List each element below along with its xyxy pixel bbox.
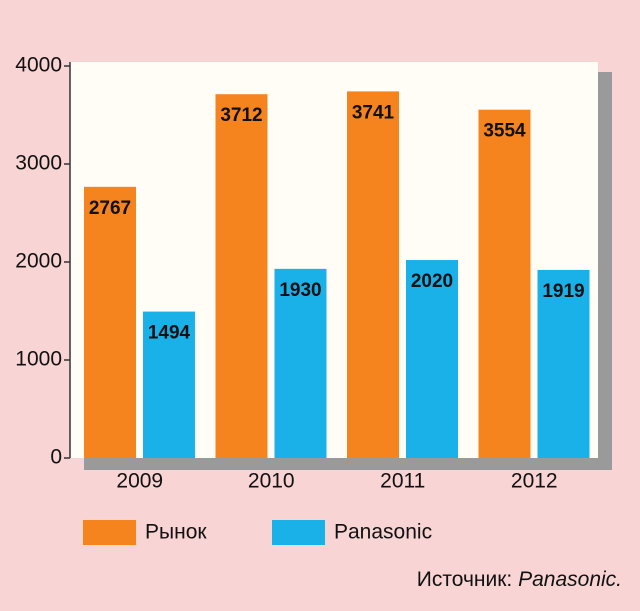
source-name: Panasonic. — [518, 568, 622, 591]
source: Источник: Panasonic. — [417, 568, 622, 591]
value-label: 1919 — [542, 281, 584, 302]
bar — [347, 91, 399, 458]
value-label: 3712 — [220, 105, 262, 126]
value-label: 2020 — [411, 271, 453, 292]
value-label: 1494 — [148, 323, 191, 344]
y-tick-label: 1000 — [15, 348, 62, 371]
bar — [215, 94, 268, 458]
y-tick-label: 4000 — [15, 54, 62, 77]
bar — [478, 109, 531, 458]
bar — [274, 268, 327, 458]
legend-swatch — [272, 520, 325, 545]
legend-label: Рынок — [145, 521, 207, 544]
x-tick-label: 2012 — [511, 470, 558, 493]
y-tick-label: 2000 — [15, 250, 62, 273]
x-tick-label: 2009 — [116, 470, 163, 493]
legend-swatch — [83, 520, 136, 545]
source-label: Источник: — [417, 568, 512, 591]
value-label: 3741 — [352, 102, 395, 123]
bar — [406, 260, 458, 458]
x-tick-label: 2011 — [380, 470, 425, 493]
bar — [84, 186, 136, 459]
value-label: 3554 — [483, 121, 526, 142]
y-tick-label: 3000 — [15, 152, 62, 175]
value-label: 1930 — [279, 280, 321, 301]
bar — [537, 269, 590, 458]
x-tick-label: 2010 — [248, 470, 295, 493]
y-tick-label: 0 — [50, 446, 62, 469]
value-label: 2767 — [89, 198, 131, 219]
bar — [143, 311, 195, 458]
legend-label: Panasonic — [334, 521, 432, 544]
